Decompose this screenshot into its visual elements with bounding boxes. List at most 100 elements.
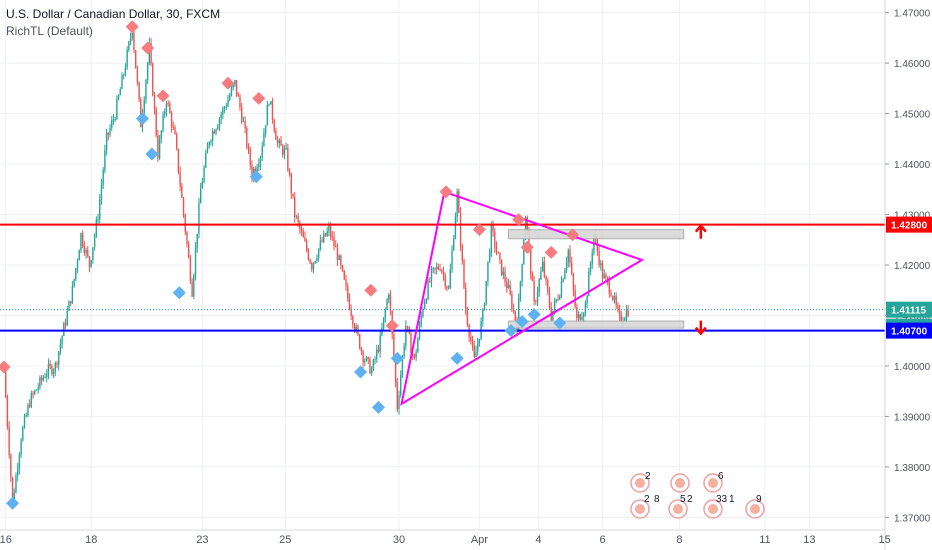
candle (242, 116, 245, 123)
candle-body (572, 273, 575, 291)
grid-lines (0, 0, 886, 530)
candle-body (533, 281, 535, 301)
candle-body (442, 271, 445, 275)
candle (215, 128, 217, 136)
candle (446, 285, 448, 292)
candle (196, 233, 198, 253)
candle-body (519, 281, 522, 299)
candle (480, 317, 482, 341)
candle (600, 259, 602, 271)
arrow-head (694, 223, 707, 233)
candle-body (567, 249, 569, 262)
candle (177, 148, 180, 175)
candle (285, 142, 287, 151)
candle-body (251, 165, 253, 179)
candle-body (157, 135, 159, 159)
candle (336, 243, 339, 266)
candle-body (499, 253, 501, 260)
candle-body (129, 37, 132, 42)
candle-body (488, 252, 491, 262)
event-badge-top[interactable] (670, 473, 690, 493)
candle-body (56, 362, 58, 365)
candle-body (240, 107, 243, 122)
candle (557, 294, 559, 302)
rectangle-zones (507, 229, 685, 329)
candle-body (478, 339, 481, 344)
candle-body (208, 142, 210, 147)
candle (562, 278, 564, 283)
candle-body (124, 67, 127, 75)
candle-body (150, 43, 152, 64)
candle-body (560, 281, 563, 297)
candle-body (63, 323, 65, 337)
candlestick-series (5, 30, 629, 504)
candle-body (288, 170, 291, 175)
candle (69, 301, 72, 307)
candle (369, 356, 371, 375)
candle (44, 372, 46, 379)
candle (176, 132, 178, 151)
candle (30, 390, 33, 409)
candle (545, 275, 547, 286)
symbol-title[interactable]: U.S. Dollar / Canadian Dollar, 30, FXCM (6, 7, 221, 21)
resistance-price-label: 1.42800 (891, 221, 928, 232)
candle-body (382, 317, 385, 329)
candle (261, 141, 263, 161)
candle-body (605, 274, 607, 278)
candle (490, 221, 493, 257)
candle-body (258, 164, 260, 168)
candle-body (213, 131, 216, 134)
event-badge-top[interactable] (703, 473, 723, 493)
candle (603, 269, 605, 279)
candle-body (223, 107, 226, 109)
candle (201, 177, 204, 189)
candle-body (427, 281, 429, 300)
candle (413, 353, 416, 360)
candle (577, 311, 580, 322)
candle (613, 292, 616, 304)
candle-body (134, 50, 137, 69)
candle-body (497, 251, 499, 254)
candle (550, 301, 552, 322)
economic-events[interactable]: 2 62 8 5 2 33 1 9 (630, 471, 765, 519)
candle-body (28, 404, 31, 407)
event-badge-flag (708, 478, 718, 488)
candle (492, 220, 494, 237)
candle-body (229, 95, 231, 100)
candle (239, 93, 241, 111)
indicator-name[interactable]: RichTL (Default) (6, 24, 93, 38)
candle (27, 402, 29, 417)
candle (237, 92, 239, 97)
candle (434, 267, 436, 275)
event-badge-top[interactable] (630, 473, 650, 493)
candle-body (187, 243, 190, 258)
candle (174, 124, 176, 135)
event-badge-flag (635, 478, 645, 488)
candle-body (111, 120, 113, 129)
candle-body (453, 238, 455, 251)
candle-body (273, 120, 275, 131)
candle (111, 115, 113, 132)
event-badge-bottom[interactable] (745, 499, 765, 519)
candle-body (456, 191, 458, 217)
candle-body (365, 357, 368, 361)
candle-body (523, 239, 525, 264)
candle-body (598, 251, 600, 266)
candle-body (172, 127, 174, 128)
candle (471, 335, 474, 351)
candle-body (58, 351, 60, 365)
event-badge-bottom[interactable] (630, 499, 650, 519)
candle (28, 399, 31, 409)
event-badge-bottom[interactable] (703, 499, 723, 519)
event-badge-bottom[interactable] (668, 499, 688, 519)
pivot-high-marker (472, 223, 486, 237)
candle-body (294, 196, 296, 217)
candle-body (146, 63, 149, 81)
candle (49, 360, 51, 370)
candle-body (160, 130, 163, 140)
candle-body (577, 314, 580, 318)
candle (441, 268, 443, 274)
candle-body (343, 270, 345, 280)
candle (423, 298, 426, 310)
